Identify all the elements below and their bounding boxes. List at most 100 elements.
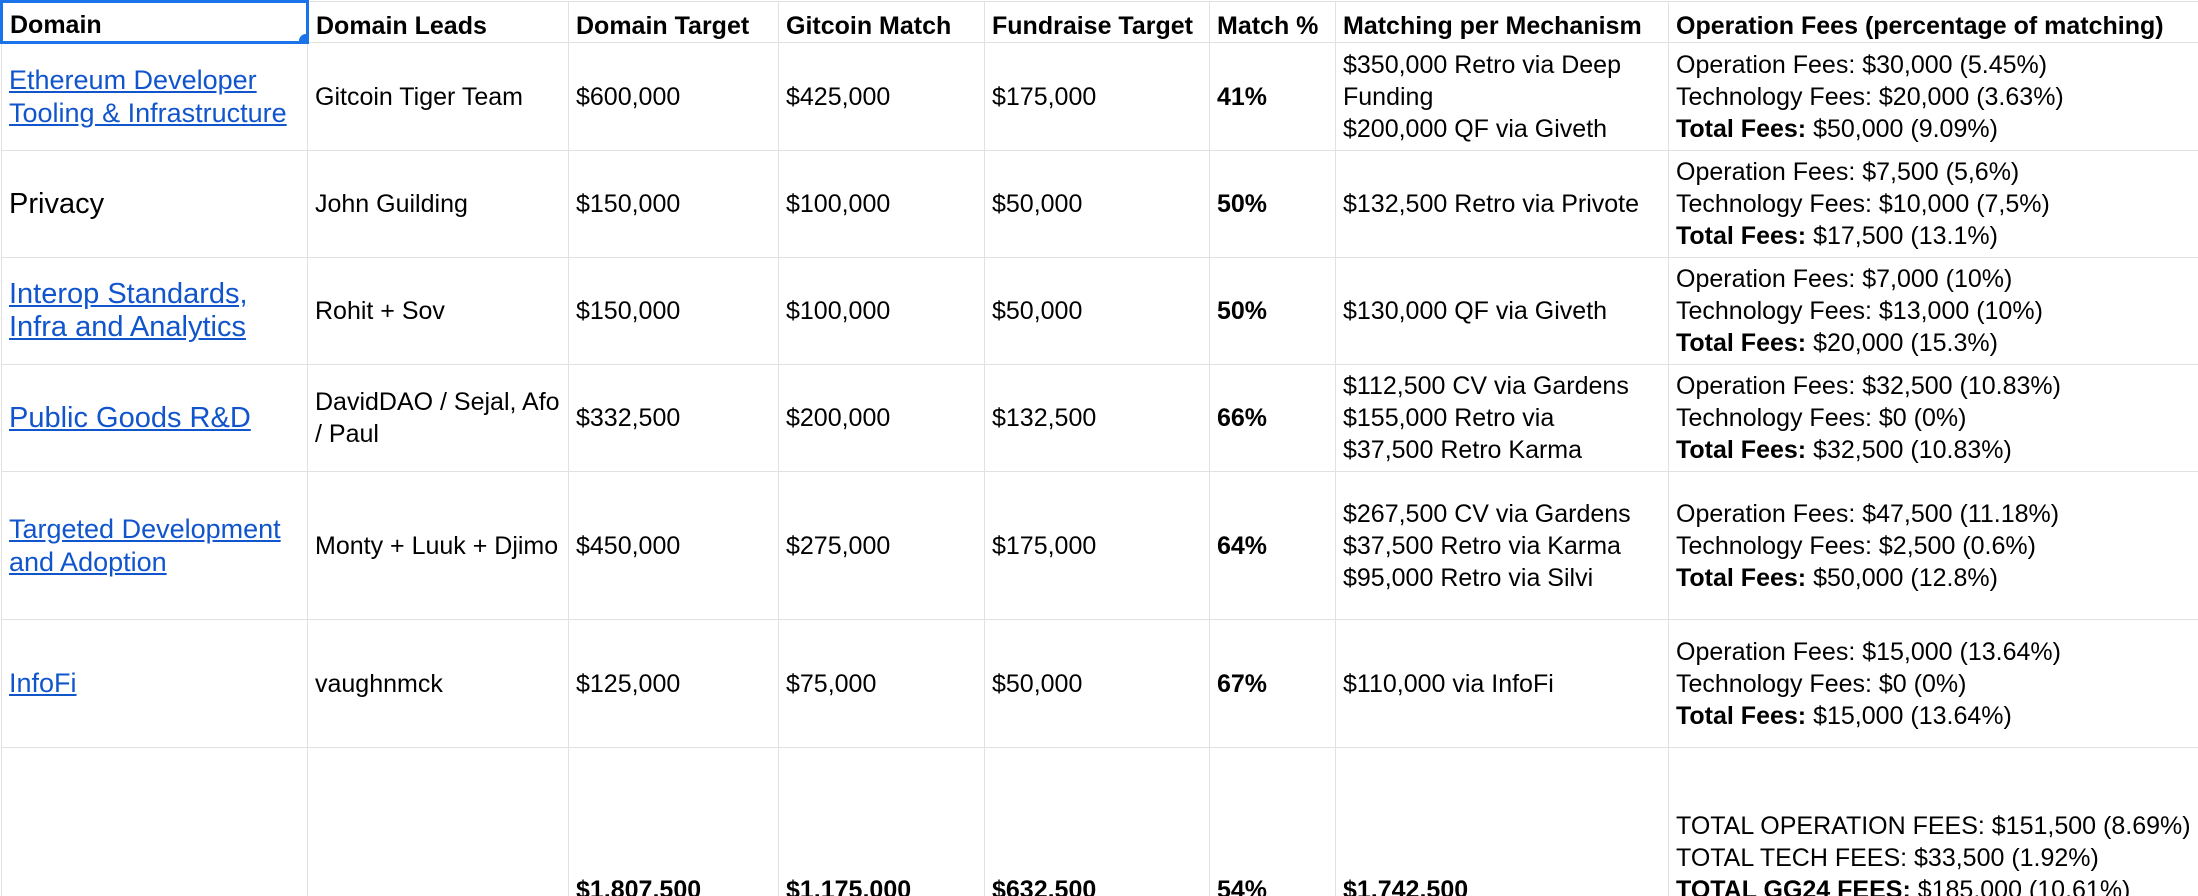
cell-domain[interactable]: Privacy (1, 150, 308, 258)
total-fees-line: Total Fees: $50,000 (9.09%) (1676, 113, 2192, 145)
cell-fundraise-target[interactable]: $50,000 (984, 150, 1210, 258)
cell-domain-target[interactable]: $125,000 (568, 619, 779, 748)
domain-link[interactable]: Ethereum Developer Tooling & Infrastruct… (9, 65, 287, 128)
cell-match-percent[interactable]: 64% (1209, 471, 1336, 620)
cell-domain[interactable]: Interop Standards, Infra and Analytics (1, 257, 308, 365)
header-domain[interactable]: Domain (0, 0, 309, 44)
total-fees-label: Total Fees: (1676, 563, 1807, 592)
cell-match-percent[interactable]: 66% (1209, 364, 1336, 472)
cell-fundraise-target[interactable]: $175,000 (984, 471, 1210, 620)
cell-domain-target[interactable]: $150,000 (568, 257, 779, 365)
cell-domain-leads[interactable]: Gitcoin Tiger Team (307, 42, 569, 151)
cell-domain-target[interactable]: $150,000 (568, 150, 779, 258)
operation-fees-line: Operation Fees: $32,500 (10.83%) (1676, 372, 2061, 400)
cell-gitcoin-match[interactable]: $100,000 (778, 257, 985, 365)
header-match-percent[interactable]: Match % (1209, 1, 1336, 43)
mechanism-line: $155,000 Retro via (1343, 404, 1555, 432)
total-gg24-fees-label: TOTAL GG24 FEES: (1676, 876, 1911, 896)
cell-fundraise-target[interactable]: $175,000 (984, 42, 1210, 151)
cell-domain[interactable]: Targeted Development and Adoption (1, 471, 308, 620)
cell-fees[interactable]: Operation Fees: $7,000 (10%) Technology … (1668, 257, 2198, 365)
table-row: Privacy John Guilding $150,000 $100,000 … (1, 150, 2198, 258)
cell-domain-leads[interactable]: Monty + Luuk + Djimo (307, 471, 569, 620)
header-row: Domain Domain Leads Domain Target Gitcoi… (0, 0, 2198, 44)
mechanism-line: $110,000 via InfoFi (1343, 669, 1554, 698)
cell-domain-leads[interactable]: Rohit + Sov (307, 257, 569, 365)
cell-fees[interactable]: Operation Fees: $32,500 (10.83%) Technol… (1668, 364, 2198, 472)
cell-domain-target[interactable]: $332,500 (568, 364, 779, 472)
cell-matching-mechanism[interactable]: $112,500 CV via Gardens $155,000 Retro v… (1335, 364, 1669, 472)
total-matching-mechanism[interactable]: $1,742,500 (1335, 747, 1669, 896)
cell-fees[interactable]: Operation Fees: $15,000 (13.64%) Technol… (1668, 619, 2198, 748)
cell-matching-mechanism[interactable]: $110,000 via InfoFi (1335, 619, 1669, 748)
cell-gitcoin-match[interactable]: $100,000 (778, 150, 985, 258)
cell-fees[interactable]: Operation Fees: $47,500 (11.18%) Technol… (1668, 471, 2198, 620)
total-fees-value: $32,500 (10.83%) (1806, 436, 2012, 464)
cell-domain-leads[interactable]: DavidDAO / Sejal, Afo / Paul (307, 364, 569, 472)
cell-match-percent[interactable]: 67% (1209, 619, 1336, 748)
header-domain-leads[interactable]: Domain Leads (307, 1, 569, 43)
cell-leads-empty[interactable] (307, 747, 569, 896)
mechanism-line: $130,000 QF via Giveth (1343, 297, 1608, 325)
header-domain-label: Domain (10, 11, 102, 39)
cell-domain-target[interactable]: $450,000 (568, 471, 779, 620)
cell-domain-target[interactable]: $600,000 (568, 42, 779, 151)
table-row: Interop Standards, Infra and Analytics R… (1, 257, 2198, 365)
cell-matching-mechanism[interactable]: $350,000 Retro via Deep Funding $200,000… (1335, 42, 1669, 151)
cell-fees[interactable]: Operation Fees: $30,000 (5.45%) Technolo… (1668, 42, 2198, 151)
cell-fundraise-target[interactable]: $132,500 (984, 364, 1210, 472)
cell-domain[interactable]: InfoFi (1, 619, 308, 748)
cell-gitcoin-match[interactable]: $275,000 (778, 471, 985, 620)
domain-link[interactable]: InfoFi (9, 668, 77, 698)
total-fees-value: $50,000 (12.8%) (1806, 563, 1998, 592)
cell-fundraise-target[interactable]: $50,000 (984, 619, 1210, 748)
total-gitcoin-match[interactable]: $1,175,000 (778, 747, 985, 896)
domain-link[interactable]: Public Goods R&D (9, 401, 251, 434)
total-tech-fees-line: TOTAL TECH FEES: $33,500 (1.92%) (1676, 844, 2099, 872)
mechanism-line: $200,000 QF via Giveth (1343, 114, 1608, 143)
total-fees-cell[interactable]: TOTAL OPERATION FEES: $151,500 (8.69%) T… (1668, 747, 2198, 896)
technology-fees-line: Technology Fees: $2,500 (0.6%) (1676, 531, 2036, 560)
header-gitcoin-match[interactable]: Gitcoin Match (778, 1, 985, 43)
cell-domain[interactable]: Public Goods R&D (1, 364, 308, 472)
cell-match-percent[interactable]: 50% (1209, 257, 1336, 365)
cell-domain-leads[interactable]: John Guilding (307, 150, 569, 258)
cell-match-percent[interactable]: 50% (1209, 150, 1336, 258)
total-fees-line: Total Fees: $20,000 (15.3%) (1676, 327, 2192, 359)
cell-domain-leads[interactable]: vaughnmck (307, 619, 569, 748)
domain-link[interactable]: Targeted Development and Adoption (9, 513, 281, 577)
total-gg24-fees-line: TOTAL GG24 FEES: $185,000 (10.61%) (1676, 874, 2192, 896)
total-fundraise-target[interactable]: $632,500 (984, 747, 1210, 896)
operation-fees-line: Operation Fees: $15,000 (13.64%) (1676, 637, 2061, 666)
header-matching-mechanism[interactable]: Matching per Mechanism (1335, 1, 1669, 43)
operation-fees-line: Operation Fees: $7,000 (10%) (1676, 265, 2013, 293)
total-fees-value: $15,000 (13.64%) (1806, 701, 2012, 730)
cell-domain-empty[interactable] (1, 747, 308, 896)
cell-matching-mechanism[interactable]: $130,000 QF via Giveth (1335, 257, 1669, 365)
total-fees-line: Total Fees: $50,000 (12.8%) (1676, 562, 2192, 594)
total-match-percent[interactable]: 54% (1209, 747, 1336, 896)
cell-gitcoin-match[interactable]: $200,000 (778, 364, 985, 472)
cell-gitcoin-match[interactable]: $75,000 (778, 619, 985, 748)
cell-matching-mechanism[interactable]: $132,500 Retro via Privote (1335, 150, 1669, 258)
header-operation-fees[interactable]: Operation Fees (percentage of matching) (1668, 1, 2198, 43)
cell-domain[interactable]: Ethereum Developer Tooling & Infrastruct… (1, 42, 308, 151)
cell-fundraise-target[interactable]: $50,000 (984, 257, 1210, 365)
domain-link[interactable]: Interop Standards, Infra and Analytics (9, 278, 248, 343)
mechanism-line: $37,500 Retro via Karma (1343, 531, 1621, 560)
cell-fees[interactable]: Operation Fees: $7,500 (5,6%) Technology… (1668, 150, 2198, 258)
mechanism-line: $37,500 Retro Karma (1343, 436, 1583, 464)
header-domain-target[interactable]: Domain Target (568, 1, 779, 43)
cell-gitcoin-match[interactable]: $425,000 (778, 42, 985, 151)
mechanism-line: $112,500 CV via Gardens (1343, 372, 1629, 400)
total-operation-fees-line: TOTAL OPERATION FEES: $151,500 (8.69%) (1676, 812, 2191, 840)
header-fundraise-target[interactable]: Fundraise Target (984, 1, 1210, 43)
total-domain-target[interactable]: $1,807,500 (568, 747, 779, 896)
cell-match-percent[interactable]: 41% (1209, 42, 1336, 151)
total-fees-label: Total Fees: (1676, 329, 1807, 357)
operation-fees-line: Operation Fees: $47,500 (11.18%) (1676, 499, 2060, 528)
selection-fill-handle[interactable] (297, 32, 305, 40)
cell-matching-mechanism[interactable]: $267,500 CV via Gardens $37,500 Retro vi… (1335, 471, 1669, 620)
total-fees-line: Total Fees: $32,500 (10.83%) (1676, 434, 2192, 466)
